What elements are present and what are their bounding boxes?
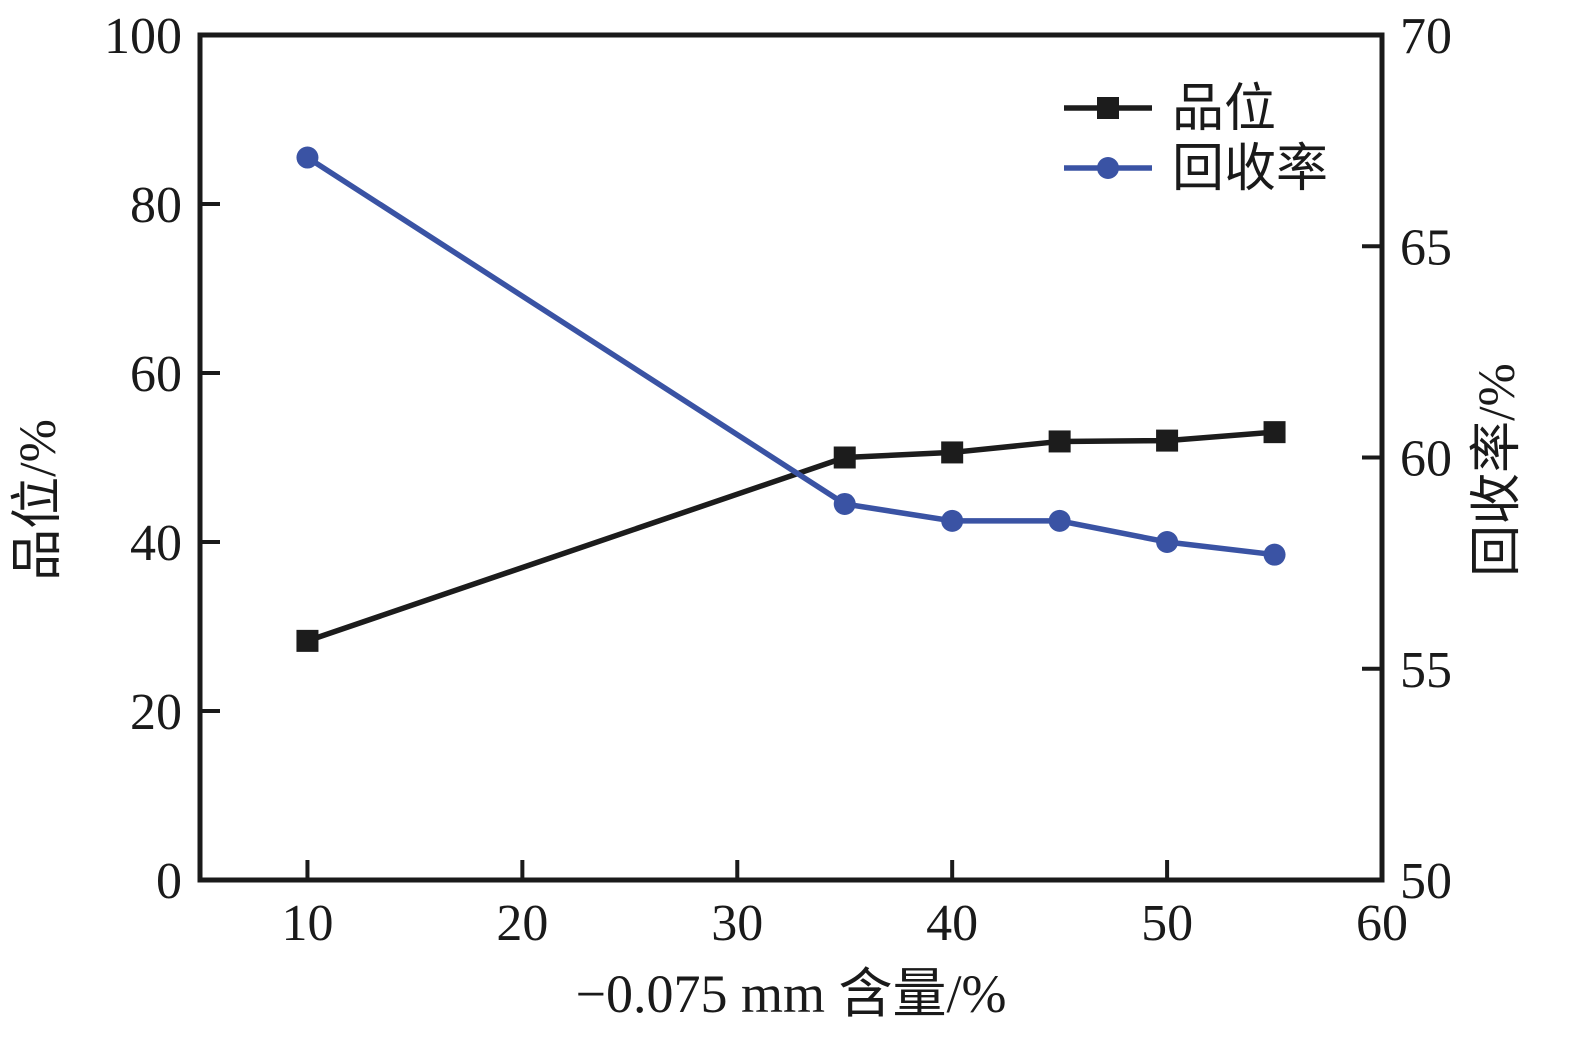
right-y-tick-label: 50 [1400,853,1452,910]
x-tick-label: 10 [281,895,333,952]
grade-marker [941,441,964,464]
x-axis-label: −0.075 mm 含量/% [576,964,1007,1024]
left-y-tick-label: 40 [130,515,182,572]
grade-marker [833,446,856,469]
grade-marker [1048,430,1071,453]
recovery-marker [1048,509,1071,532]
right-y-tick-label: 55 [1400,642,1452,699]
right-y-tick-label: 65 [1400,219,1452,276]
data-series [296,146,1286,652]
legend-label-recovery: 回收率 [1172,141,1328,198]
grade-marker [1263,421,1286,444]
x-axis-ticks: 10 20 30 40 50 60 [281,860,1408,952]
grade-line [306,429,1275,644]
grade-marker [296,629,319,652]
left-y-tick-label: 80 [130,177,182,234]
x-tick-label: 50 [1141,895,1193,952]
legend-grade-marker-icon [1097,97,1119,119]
recovery-marker [296,146,319,169]
recovery-marker [941,509,964,532]
left-y-tick-label: 100 [104,8,182,65]
recovery-marker [1263,543,1286,566]
right-y-axis-ticks: 50 55 60 65 70 [1362,8,1452,910]
legend-label-grade: 品位 [1172,81,1276,138]
left-y-tick-label: 0 [156,853,182,910]
x-tick-label: 20 [496,895,548,952]
x-tick-label: 30 [711,895,763,952]
right-y-tick-label: 60 [1400,431,1452,488]
x-tick-label: 40 [926,895,978,952]
recovery-line [305,155,1275,558]
x-tick-label: 60 [1356,895,1408,952]
left-y-tick-label: 60 [130,346,182,403]
left-y-axis-ticks: 0 20 40 60 80 100 [104,8,220,910]
recovery-marker [833,492,856,515]
recovery-marker [1156,531,1179,553]
legend-recovery-marker-icon [1097,157,1119,179]
right-y-axis-label: 回收率/% [1469,363,1526,577]
right-y-tick-label: 70 [1400,8,1452,65]
left-y-axis-label: 品位/% [10,419,67,581]
grade-marker [1156,429,1179,452]
left-y-tick-label: 20 [130,684,182,741]
legend-marker-samples [1064,97,1152,179]
